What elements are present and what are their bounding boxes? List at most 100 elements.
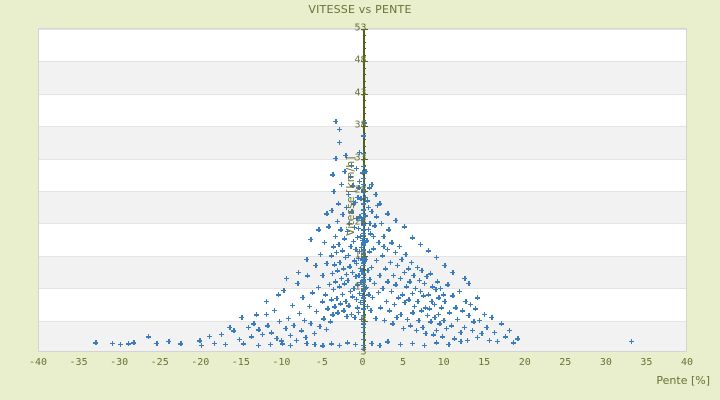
data-point	[415, 298, 421, 304]
data-point	[376, 239, 382, 245]
data-point	[339, 291, 345, 297]
data-point	[417, 241, 423, 247]
data-point	[428, 319, 434, 325]
data-point	[338, 227, 344, 233]
x-tick-label: -35	[69, 357, 88, 368]
data-point	[322, 239, 328, 245]
y-axis-minor-tick	[362, 41, 366, 43]
data-point	[344, 340, 350, 346]
data-point	[303, 334, 309, 340]
data-point	[353, 246, 359, 252]
data-point	[336, 342, 342, 348]
x-tick-label: 30	[599, 357, 612, 368]
data-point	[431, 301, 437, 307]
data-point	[333, 250, 339, 256]
data-point	[410, 310, 416, 316]
y-axis-minor-tick	[362, 268, 366, 270]
data-point	[271, 307, 277, 313]
data-point	[361, 298, 366, 303]
data-point	[479, 331, 485, 337]
y-axis-minor-tick	[362, 54, 366, 56]
data-point	[446, 342, 452, 348]
data-point	[354, 215, 360, 221]
data-point	[355, 309, 361, 315]
data-point	[350, 239, 356, 245]
data-point	[350, 183, 356, 189]
data-point	[231, 328, 237, 334]
data-point	[301, 318, 307, 324]
data-point	[361, 207, 366, 213]
data-point	[411, 272, 417, 278]
data-point	[285, 315, 291, 321]
y-tick-label: 53	[354, 22, 367, 34]
data-point	[223, 342, 229, 348]
data-point	[354, 261, 360, 267]
data-point	[383, 298, 389, 304]
data-point	[416, 318, 422, 324]
data-point	[131, 340, 137, 346]
data-point	[305, 273, 311, 279]
data-point	[421, 342, 427, 348]
data-point	[337, 301, 343, 307]
y-axis-minor-tick	[362, 35, 366, 37]
data-point	[387, 259, 393, 265]
data-point	[427, 271, 433, 277]
data-point	[324, 211, 330, 217]
data-point	[357, 248, 363, 254]
data-point	[263, 298, 269, 304]
data-point	[283, 325, 289, 331]
data-point	[502, 334, 508, 340]
data-point	[304, 340, 310, 346]
data-point	[361, 232, 366, 238]
data-point	[404, 316, 410, 322]
data-point	[342, 169, 348, 175]
data-point	[345, 252, 351, 258]
data-point	[313, 263, 319, 269]
data-point	[308, 237, 314, 243]
data-point	[358, 316, 364, 322]
y-axis-minor-tick	[362, 87, 366, 89]
data-point	[336, 284, 342, 290]
data-point	[227, 324, 233, 330]
y-axis-minor-tick	[362, 320, 366, 322]
data-point	[337, 126, 343, 132]
data-point	[409, 340, 415, 346]
data-point	[462, 275, 468, 281]
data-point	[256, 327, 262, 333]
data-point	[515, 336, 521, 342]
data-point	[468, 301, 474, 307]
data-point	[382, 318, 388, 324]
data-point	[240, 341, 246, 347]
data-point	[395, 263, 401, 269]
data-point	[154, 340, 160, 346]
data-point	[344, 228, 350, 234]
y-tick-label: 43	[354, 87, 367, 99]
data-point	[117, 342, 123, 348]
data-point	[378, 220, 384, 226]
data-point	[349, 209, 355, 215]
data-point	[334, 296, 340, 302]
data-point	[353, 274, 359, 280]
data-point	[442, 263, 448, 269]
x-tick-label: 35	[640, 357, 653, 368]
data-point	[425, 292, 431, 298]
data-point	[348, 243, 354, 249]
data-point	[306, 303, 312, 309]
data-point	[385, 339, 391, 345]
data-point	[109, 340, 115, 346]
data-point	[361, 301, 366, 307]
y-axis-minor-tick	[362, 93, 366, 95]
data-point	[440, 292, 446, 298]
data-point	[429, 284, 435, 290]
chart-title: VITESSE vs PENTE	[308, 3, 412, 16]
data-point	[420, 324, 426, 330]
data-point	[354, 305, 360, 311]
data-point	[409, 290, 415, 296]
data-point	[327, 319, 333, 325]
y-tick-label: 18	[354, 249, 367, 261]
data-point	[361, 251, 366, 257]
data-point	[432, 314, 438, 320]
data-point	[361, 274, 366, 280]
data-point	[239, 314, 245, 320]
